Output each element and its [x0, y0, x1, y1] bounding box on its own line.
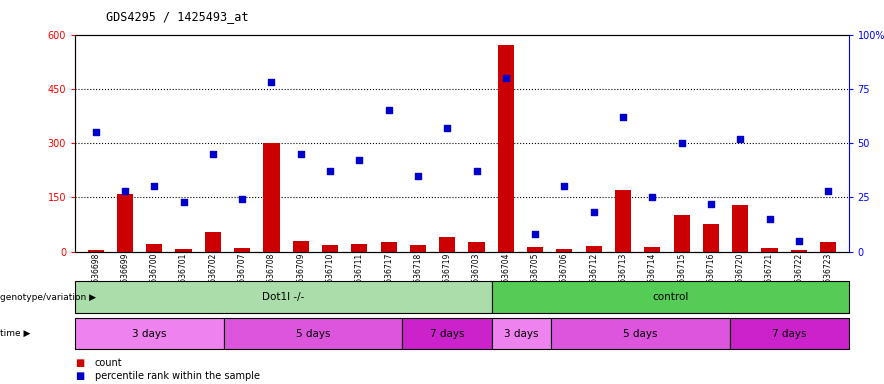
Text: control: control [652, 292, 689, 302]
Text: 5 days: 5 days [296, 329, 331, 339]
Point [323, 168, 337, 174]
Bar [322, 245, 338, 252]
Text: 7 days: 7 days [772, 329, 806, 339]
Text: GDS4295 / 1425493_at: GDS4295 / 1425493_at [105, 10, 248, 23]
Point [499, 75, 513, 81]
Bar [117, 194, 133, 252]
Bar [527, 247, 543, 252]
Text: 7 days: 7 days [430, 329, 464, 339]
Point [528, 231, 542, 237]
Point [674, 140, 689, 146]
Bar [498, 45, 514, 252]
Point [235, 196, 249, 202]
Point [382, 108, 396, 114]
Text: time ▶: time ▶ [0, 329, 30, 338]
Point [118, 188, 132, 194]
Point [587, 209, 601, 215]
Bar [410, 245, 426, 252]
Text: ■: ■ [75, 371, 84, 381]
Bar [263, 143, 279, 252]
Bar [674, 215, 690, 252]
Bar [820, 242, 836, 252]
Point [440, 125, 454, 131]
Text: 5 days: 5 days [623, 329, 658, 339]
Point [645, 194, 659, 200]
Bar [381, 242, 397, 252]
Point [293, 151, 308, 157]
Text: 3 days: 3 days [504, 329, 538, 339]
Point [558, 184, 572, 190]
Point [469, 168, 484, 174]
Text: genotype/variation ▶: genotype/variation ▶ [0, 293, 96, 302]
Text: count: count [95, 358, 122, 368]
Point [88, 129, 103, 135]
Bar [88, 250, 103, 252]
Point [763, 216, 777, 222]
Point [792, 238, 806, 244]
Bar [615, 190, 631, 252]
Text: percentile rank within the sample: percentile rank within the sample [95, 371, 260, 381]
Bar [791, 250, 807, 252]
Point [616, 114, 630, 120]
Point [733, 136, 747, 142]
Bar [146, 244, 163, 252]
Bar [205, 232, 221, 252]
Bar [351, 244, 368, 252]
Point [821, 188, 835, 194]
Point [206, 151, 220, 157]
Point [411, 172, 425, 179]
Text: 3 days: 3 days [133, 329, 167, 339]
Bar [732, 205, 748, 252]
Bar [761, 248, 778, 252]
Text: ■: ■ [75, 358, 84, 368]
Bar [234, 248, 250, 252]
Bar [176, 248, 192, 252]
Bar [586, 246, 602, 252]
Bar [293, 241, 309, 252]
Bar [703, 224, 719, 252]
Point [704, 201, 718, 207]
Text: Dot1l -/-: Dot1l -/- [263, 292, 305, 302]
Point [177, 199, 191, 205]
Bar [469, 242, 484, 252]
Point [264, 79, 278, 85]
Bar [644, 247, 660, 252]
Bar [439, 237, 455, 252]
Point [352, 157, 366, 164]
Point [147, 184, 161, 190]
Bar [556, 248, 573, 252]
